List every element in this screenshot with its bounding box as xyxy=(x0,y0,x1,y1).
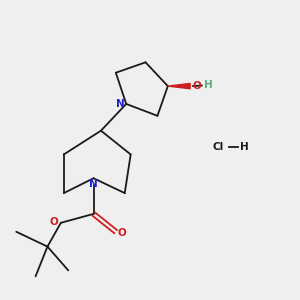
Text: O: O xyxy=(50,217,59,227)
Text: H: H xyxy=(240,142,249,152)
Polygon shape xyxy=(168,83,190,89)
Text: O: O xyxy=(192,80,201,91)
Text: N: N xyxy=(116,99,125,109)
Text: Cl: Cl xyxy=(212,142,224,152)
Text: O: O xyxy=(117,228,126,238)
Text: N: N xyxy=(89,179,98,189)
Text: H: H xyxy=(204,80,213,90)
